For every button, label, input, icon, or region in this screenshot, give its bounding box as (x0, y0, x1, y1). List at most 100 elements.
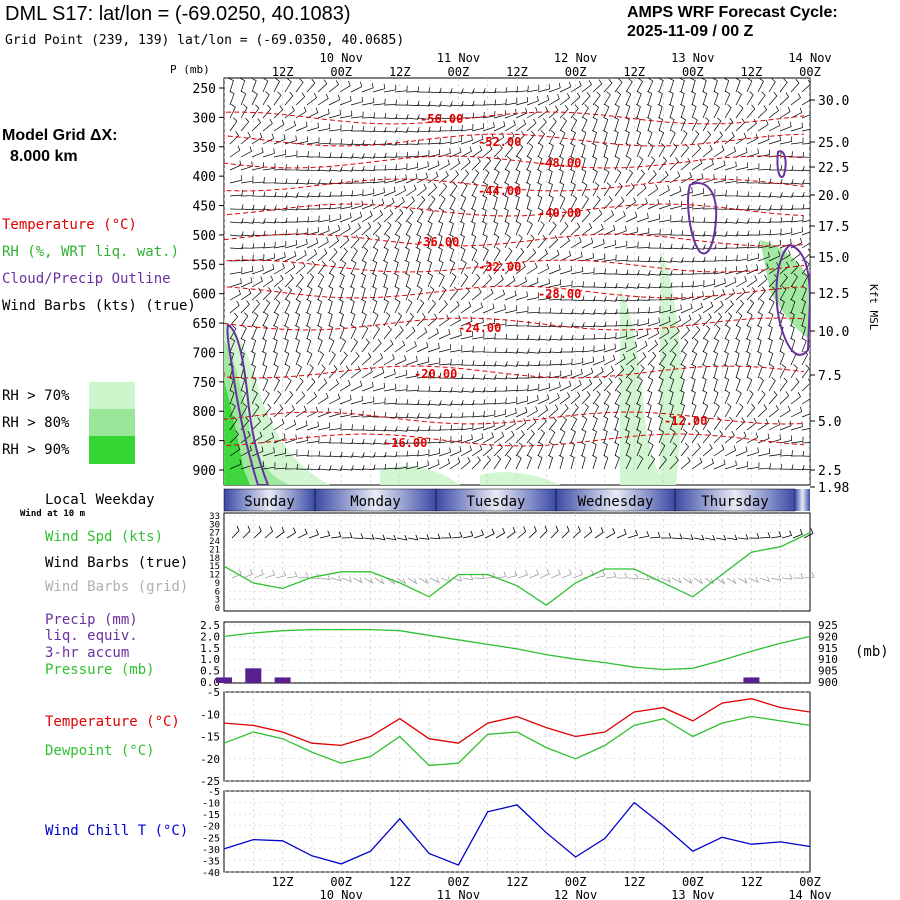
wind-barb (801, 455, 810, 457)
wind-barb (779, 350, 785, 366)
wind-barb (801, 129, 810, 132)
wind-barb (372, 338, 382, 353)
wind-barb-true (484, 528, 495, 539)
wind-barb-grid (660, 576, 671, 583)
cloud-outline (775, 243, 810, 356)
wind-barb (790, 436, 804, 444)
wind-barb-grid (374, 577, 385, 585)
wind-barb (372, 353, 384, 366)
pressure-tick-label: 700 (193, 346, 216, 361)
wind-barb (460, 387, 475, 393)
wind-barb (437, 246, 443, 262)
wind-barb (415, 259, 421, 275)
wind-barb (471, 246, 478, 262)
wind-barb (789, 324, 795, 340)
wind-barb (481, 207, 487, 223)
wind-chill-line (223, 801, 811, 866)
wind-barb (724, 90, 731, 106)
wind-barb (570, 379, 582, 392)
wind-barb (735, 417, 746, 431)
wind-barb (746, 363, 752, 379)
wind-barb (636, 142, 642, 158)
wind-barb (592, 268, 606, 275)
wind-barb (581, 195, 589, 210)
wind-barb (548, 294, 562, 301)
wind-barb (625, 330, 638, 340)
wind-barb (757, 78, 764, 93)
wind-barb (460, 135, 473, 145)
wind-chill-tick-label: -10 (202, 799, 220, 810)
temperature-contour-label: -20.00 (414, 367, 457, 381)
wind-barb (636, 455, 644, 470)
wind-barb (306, 436, 320, 444)
wind-barb (350, 234, 360, 249)
wind-barb (273, 363, 279, 379)
wind-barb (680, 363, 686, 379)
wind-barb (504, 419, 516, 431)
wind-barb (427, 272, 434, 288)
wind-barb (251, 147, 264, 158)
wind-barb (702, 159, 714, 171)
wind-barb (372, 426, 387, 432)
wind-barb (746, 163, 760, 171)
wind-barb (493, 289, 506, 301)
wind-barb (625, 91, 632, 106)
wind-barb (262, 376, 269, 392)
wind-barbs-grid-legend: Wind Barbs (grid) (45, 579, 189, 595)
wind-barb (471, 88, 486, 94)
wind-barb (702, 301, 714, 314)
wind-barb-grid (638, 574, 650, 581)
wind-barb (779, 377, 788, 392)
wind-barb (427, 400, 442, 406)
wind-barb (570, 357, 584, 366)
wind-barb (273, 119, 285, 132)
wind-barb (592, 253, 606, 262)
wind-barb (405, 173, 418, 184)
wind-barb (350, 452, 365, 458)
wind-barb (350, 260, 357, 275)
wind-barb (603, 155, 609, 171)
wind-barb (383, 152, 398, 158)
wind-barb (801, 337, 807, 353)
wind-barb (459, 233, 465, 249)
wind-barb (680, 415, 687, 431)
wind-barb (240, 90, 247, 106)
wind-barb (493, 374, 508, 380)
wind-barb (449, 147, 462, 158)
wind-barb (636, 340, 648, 353)
wind-barb (757, 404, 768, 418)
date-label: 10 Nov (320, 51, 363, 65)
wind-barb (713, 416, 722, 431)
wind-barb (581, 345, 595, 353)
wind-barb (394, 326, 404, 340)
wind-barb (328, 408, 341, 418)
precip-tick-label: 1.0 (200, 653, 220, 666)
rh-region (224, 380, 250, 485)
wind-barb (603, 78, 613, 93)
wind-barb (438, 314, 450, 327)
wind-barb (338, 298, 344, 314)
wind-barb (339, 324, 345, 340)
wind-barb (559, 221, 569, 236)
wind-barb (713, 231, 728, 237)
wind-barb (724, 161, 737, 171)
wind-barb (757, 192, 772, 198)
wind-barb (647, 78, 654, 93)
wind-barb (284, 364, 291, 379)
wind-barb (668, 90, 674, 106)
wind-barb (526, 292, 540, 301)
wind-barb (251, 218, 266, 224)
wind-barb (592, 321, 607, 327)
wind-barb (328, 236, 340, 249)
wind-barb (537, 143, 544, 158)
wind-barb (295, 121, 308, 132)
wind-barb (306, 192, 321, 198)
wind-barb (636, 389, 642, 405)
wind-barb (548, 416, 557, 431)
wind-barb (724, 117, 734, 132)
wind-barb (240, 146, 252, 158)
wind-barb-true (781, 530, 793, 539)
rh-region (760, 240, 810, 340)
wind-barb-true (440, 532, 452, 539)
wind-barb (438, 412, 453, 419)
